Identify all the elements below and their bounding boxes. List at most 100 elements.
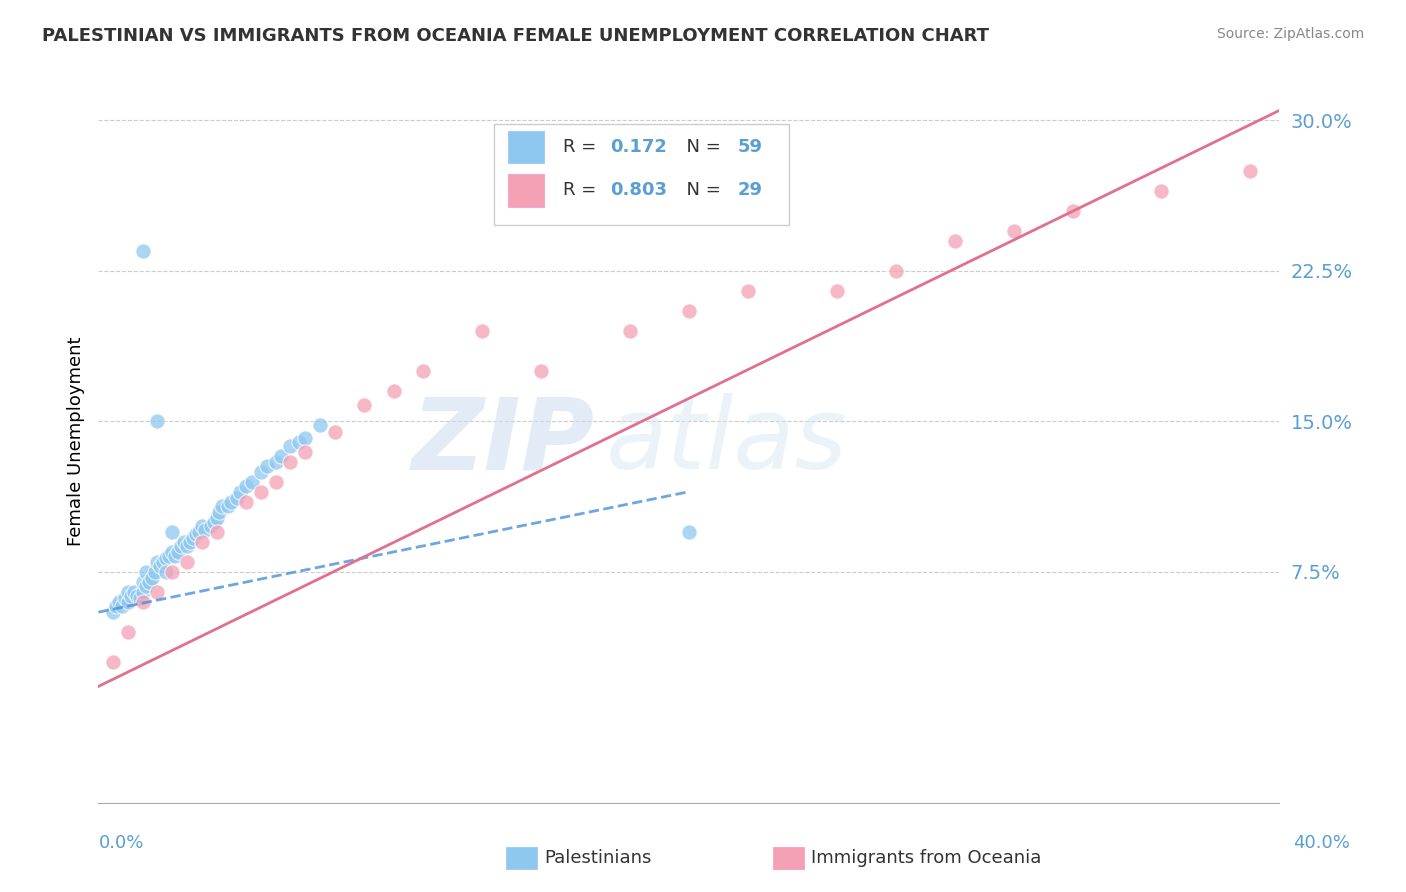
Point bbox=[170, 539, 193, 553]
Point bbox=[235, 494, 257, 508]
Point bbox=[103, 605, 125, 619]
Point bbox=[264, 455, 287, 469]
Point bbox=[132, 244, 155, 258]
Text: 0.803: 0.803 bbox=[610, 181, 666, 200]
Point bbox=[120, 589, 142, 603]
Point bbox=[678, 304, 700, 318]
Point bbox=[176, 539, 198, 553]
Point bbox=[128, 591, 150, 606]
Point bbox=[240, 475, 263, 489]
Point bbox=[200, 519, 222, 533]
Point bbox=[1150, 184, 1173, 198]
Point bbox=[202, 515, 225, 529]
Point bbox=[117, 595, 139, 609]
Point bbox=[103, 655, 125, 669]
Point bbox=[288, 434, 311, 449]
Point bbox=[412, 364, 434, 378]
Text: 0.0%: 0.0% bbox=[98, 834, 143, 852]
Point bbox=[280, 438, 302, 452]
Text: PALESTINIAN VS IMMIGRANTS FROM OCEANIA FEMALE UNEMPLOYMENT CORRELATION CHART: PALESTINIAN VS IMMIGRANTS FROM OCEANIA F… bbox=[42, 27, 990, 45]
Text: 0.172: 0.172 bbox=[610, 138, 666, 156]
Point bbox=[122, 585, 145, 599]
Point bbox=[226, 491, 249, 505]
Point bbox=[382, 384, 405, 399]
Point bbox=[280, 455, 302, 469]
Point bbox=[162, 565, 183, 579]
Point bbox=[309, 418, 332, 433]
Point bbox=[132, 574, 155, 589]
Point bbox=[146, 414, 169, 429]
Point bbox=[943, 234, 966, 248]
Point bbox=[221, 494, 243, 508]
Point bbox=[138, 574, 160, 589]
Point bbox=[323, 425, 346, 439]
Point bbox=[152, 555, 174, 569]
Text: ZIP: ZIP bbox=[412, 393, 595, 490]
Point bbox=[205, 524, 228, 539]
Point bbox=[353, 398, 375, 412]
Point bbox=[162, 545, 183, 559]
Point bbox=[194, 523, 217, 537]
Point bbox=[1062, 203, 1084, 218]
Point bbox=[114, 591, 136, 606]
Point bbox=[208, 505, 231, 519]
Point bbox=[737, 284, 759, 298]
Point bbox=[146, 585, 169, 599]
Point bbox=[235, 478, 257, 492]
Point bbox=[530, 364, 553, 378]
Bar bbox=[508, 174, 544, 207]
Text: Immigrants from Oceania: Immigrants from Oceania bbox=[811, 849, 1042, 867]
Point bbox=[1002, 224, 1025, 238]
Point bbox=[141, 571, 163, 585]
Point bbox=[179, 534, 201, 549]
Point bbox=[105, 599, 128, 614]
Point bbox=[184, 526, 207, 541]
Point bbox=[155, 565, 177, 579]
Point bbox=[205, 510, 228, 524]
Point bbox=[471, 324, 494, 338]
Point bbox=[176, 555, 198, 569]
Text: N =: N = bbox=[675, 138, 727, 156]
Point bbox=[167, 545, 190, 559]
Point bbox=[264, 475, 287, 489]
Point bbox=[155, 551, 177, 566]
Text: 29: 29 bbox=[737, 181, 762, 200]
Point bbox=[149, 558, 172, 574]
Point bbox=[294, 444, 316, 458]
Text: Source: ZipAtlas.com: Source: ZipAtlas.com bbox=[1216, 27, 1364, 41]
Text: 40.0%: 40.0% bbox=[1294, 834, 1350, 852]
Point bbox=[1239, 163, 1261, 178]
Point bbox=[135, 565, 157, 579]
Point bbox=[146, 555, 169, 569]
Text: R =: R = bbox=[562, 181, 602, 200]
Text: atlas: atlas bbox=[606, 393, 848, 490]
Point bbox=[181, 531, 204, 545]
Text: Palestinians: Palestinians bbox=[544, 849, 651, 867]
Point bbox=[135, 579, 157, 593]
Point bbox=[125, 589, 148, 603]
Point bbox=[191, 519, 214, 533]
Point bbox=[270, 449, 292, 463]
Point bbox=[294, 431, 316, 445]
Point bbox=[108, 595, 131, 609]
Text: N =: N = bbox=[675, 181, 727, 200]
Point bbox=[165, 549, 187, 563]
Point bbox=[173, 534, 195, 549]
Point bbox=[217, 499, 239, 513]
Point bbox=[111, 599, 134, 614]
Point bbox=[117, 625, 139, 640]
Point bbox=[187, 524, 209, 539]
Point bbox=[250, 465, 273, 479]
Point bbox=[191, 534, 214, 549]
Point bbox=[162, 524, 183, 539]
Point bbox=[143, 565, 166, 579]
FancyBboxPatch shape bbox=[494, 124, 789, 225]
Text: R =: R = bbox=[562, 138, 602, 156]
Point bbox=[132, 595, 155, 609]
Point bbox=[117, 585, 139, 599]
Y-axis label: Female Unemployment: Female Unemployment bbox=[66, 337, 84, 546]
Point bbox=[229, 484, 252, 499]
Point bbox=[132, 585, 155, 599]
Text: 59: 59 bbox=[737, 138, 762, 156]
Point bbox=[157, 549, 180, 563]
